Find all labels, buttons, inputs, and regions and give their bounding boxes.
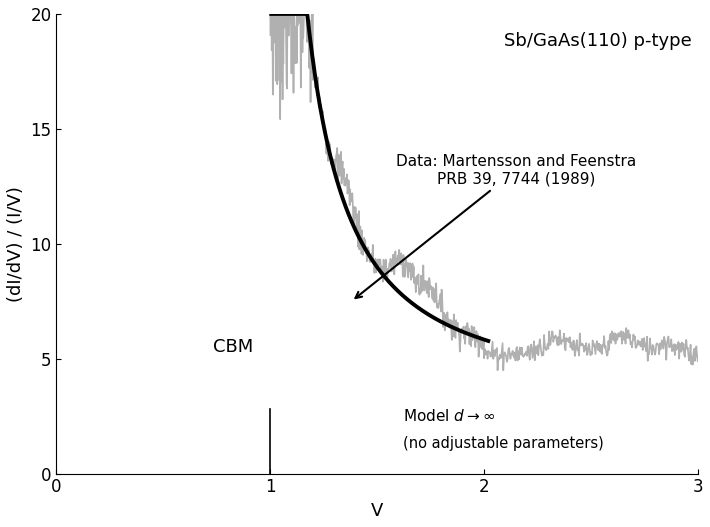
Text: CBM: CBM [213,338,253,356]
Text: Sb/GaAs(110) p-type: Sb/GaAs(110) p-type [503,32,692,51]
X-axis label: V: V [371,502,383,520]
Y-axis label: (dI/dV) / (I/V): (dI/dV) / (I/V) [7,186,25,302]
Text: Data: Martensson and Feenstra
PRB 39, 7744 (1989): Data: Martensson and Feenstra PRB 39, 77… [356,154,636,298]
Text: Model $d \rightarrow \infty$: Model $d \rightarrow \infty$ [403,408,495,424]
Text: (no adjustable parameters): (no adjustable parameters) [403,436,604,451]
